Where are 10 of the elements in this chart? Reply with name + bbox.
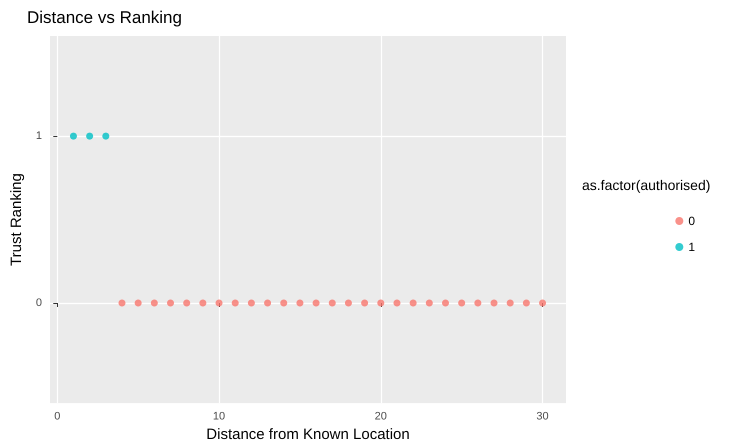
x-tick-label: 30 <box>536 410 549 423</box>
x-axis-title: Distance from Known Location <box>206 426 410 443</box>
y-axis-title: Trust Ranking <box>8 173 25 266</box>
legend-label: 0 <box>688 214 696 228</box>
legend-title: as.factor(authorised) <box>582 177 710 193</box>
x-tick-label: 10 <box>212 410 226 423</box>
legend-label: 1 <box>688 240 696 254</box>
chart-title: Distance vs Ranking <box>27 8 182 27</box>
x-tick-label: 0 <box>54 410 60 423</box>
x-tick-label: 20 <box>374 410 387 423</box>
